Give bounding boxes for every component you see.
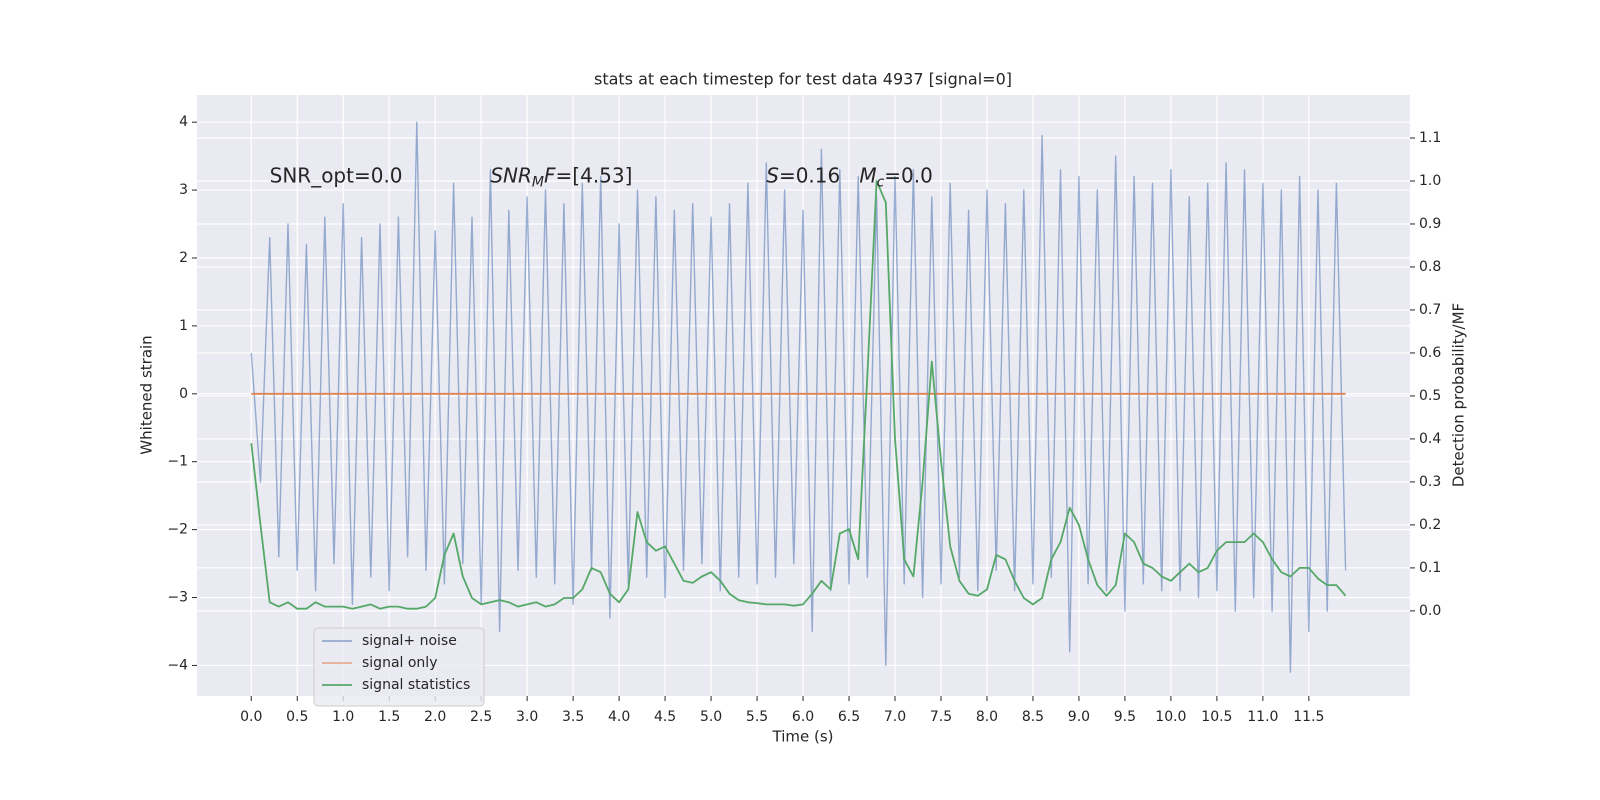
y2-axis-label: Detection probability/MF [1450, 303, 1468, 487]
y-tick-label: 1 [179, 318, 188, 334]
x-tick-label: 3.5 [562, 709, 584, 725]
annotation-part: SNR [490, 163, 532, 187]
x-tick-label: 6.0 [792, 709, 814, 725]
annotation-part: =0.0 [884, 163, 933, 187]
y2-tick-label: 0.5 [1419, 388, 1441, 404]
y2-tick-label: 0.3 [1419, 474, 1441, 490]
y-axis-label: Whitened strain [138, 335, 156, 454]
x-tick-label: 2.5 [470, 709, 492, 725]
y-tick-label: 3 [179, 182, 188, 198]
y2-tick-label: 0.4 [1419, 431, 1441, 447]
legend-box [313, 627, 485, 707]
y2-tick-label: 0.2 [1419, 517, 1441, 533]
y2-tick-label: 1.0 [1419, 173, 1441, 189]
y-tick-label: 2 [179, 250, 188, 266]
x-tick-label: 6.5 [838, 709, 860, 725]
annotation-part: S [766, 163, 779, 187]
x-tick-label: 8.0 [976, 709, 998, 725]
annotation-part: M [532, 174, 544, 190]
y-tick-label: −3 [167, 590, 188, 606]
x-tick-label: 1.5 [378, 709, 400, 725]
x-tick-label: 0.0 [240, 709, 262, 725]
y2-tick-label: 1.1 [1419, 130, 1441, 146]
x-tick-label: 9.5 [1114, 709, 1136, 725]
y-tick-label: −2 [167, 522, 188, 538]
x-tick-label: 2.0 [424, 709, 446, 725]
x-tick-label: 0.5 [286, 709, 308, 725]
y-tick-label: −4 [167, 657, 188, 673]
y2-tick-label: 0.9 [1419, 216, 1441, 232]
series-line [250, 180, 1347, 610]
x-tick-label: 11.0 [1247, 709, 1278, 725]
annotation: SNRMF=[4.53] [490, 163, 632, 191]
x-tick-label: 7.5 [930, 709, 952, 725]
chart-title: stats at each timestep for test data 493… [594, 70, 1012, 89]
series-line [250, 121, 1347, 673]
y-tick-label: 0 [179, 386, 188, 402]
x-tick-label: 5.0 [700, 709, 722, 725]
annotation-part: =[4.53] [556, 163, 633, 187]
x-tick-label: 4.0 [608, 709, 630, 725]
x-tick-label: 9.0 [1068, 709, 1090, 725]
annotation: SNR_opt=0.0 [270, 163, 403, 187]
annotation-part: F [544, 163, 556, 187]
annotation-part: M [859, 163, 876, 187]
x-tick-label: 7.0 [884, 709, 906, 725]
y2-tick-label: 0.1 [1419, 560, 1441, 576]
y2-tick-label: 0.0 [1419, 603, 1441, 619]
y2-tick-label: 0.6 [1419, 345, 1441, 361]
legend-label: signal only [362, 655, 437, 671]
x-tick-label: 10.0 [1155, 709, 1186, 725]
x-axis-label: Time (s) [772, 728, 834, 746]
x-tick-label: 4.5 [654, 709, 676, 725]
x-tick-label: 3.0 [516, 709, 538, 725]
y2-tick-label: 0.8 [1419, 259, 1441, 275]
annotation-part: SNR_opt=0.0 [270, 163, 403, 187]
legend-label: signal+ noise [362, 633, 457, 649]
annotation: S=0.16 Mc=0.0 [766, 163, 933, 191]
y-tick-label: 4 [179, 114, 188, 130]
x-tick-label: 5.5 [746, 709, 768, 725]
y-tick-label: −1 [167, 454, 188, 470]
x-tick-label: 8.5 [1022, 709, 1044, 725]
annotation-part: c [877, 174, 885, 190]
x-tick-label: 10.5 [1201, 709, 1232, 725]
y2-tick-label: 0.7 [1419, 302, 1441, 318]
x-tick-label: 11.5 [1293, 709, 1324, 725]
legend-label: signal statistics [362, 677, 470, 693]
x-tick-label: 1.0 [332, 709, 354, 725]
annotation-part: =0.16 [779, 163, 859, 187]
